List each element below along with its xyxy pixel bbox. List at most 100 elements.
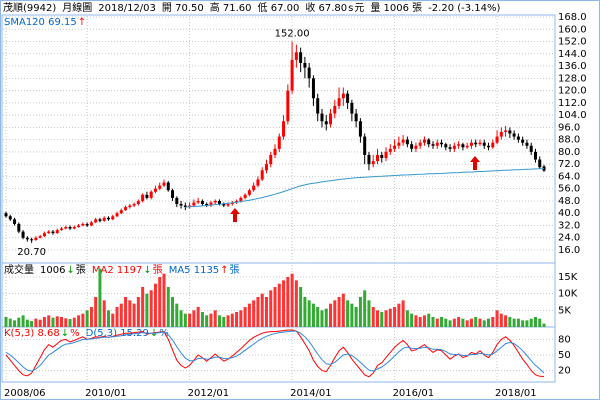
volume-bar	[363, 290, 367, 327]
header-part: %	[159, 328, 169, 339]
volume-bar	[307, 300, 311, 327]
volume-bar	[85, 310, 89, 327]
volume-bar	[320, 310, 324, 327]
volume-bar	[175, 303, 179, 327]
volume-bar	[252, 300, 256, 327]
volume-bar	[508, 317, 512, 327]
volume-bar	[153, 283, 157, 327]
candle-body	[269, 154, 273, 165]
candle-body	[393, 145, 397, 149]
candle-body	[273, 148, 277, 155]
volume-bar	[149, 290, 153, 327]
candle-body	[38, 236, 42, 238]
volume-bar	[282, 280, 286, 327]
volume-bar	[380, 312, 384, 327]
candle-body	[457, 144, 461, 146]
volume-bar	[469, 318, 473, 327]
volume-bar	[290, 273, 294, 327]
volume-bar	[38, 319, 42, 327]
candle-body	[320, 113, 324, 122]
y-tick-label: 128.0	[558, 73, 587, 84]
candle-body	[388, 148, 392, 152]
candle-body	[68, 227, 72, 229]
candle-body	[247, 190, 251, 195]
candle-body	[499, 131, 503, 137]
volume-bar	[431, 317, 435, 327]
candle-body	[205, 204, 209, 206]
candle-body	[542, 166, 546, 171]
volume-bar	[311, 303, 315, 327]
candle-body	[17, 223, 21, 232]
candle-body	[487, 145, 491, 148]
candle-body	[482, 142, 486, 146]
volume-bar	[235, 312, 239, 327]
volume-bar	[247, 303, 251, 327]
volume-bar	[341, 293, 345, 327]
volume-bar	[72, 317, 76, 327]
candle-body	[30, 239, 34, 241]
volume-bar	[218, 315, 221, 327]
header-part: D(5,3) 15.29	[86, 328, 149, 339]
volume-bar	[196, 307, 200, 327]
volume-bar	[132, 303, 136, 327]
candle-body	[375, 154, 379, 162]
y-tick-label: 120.0	[558, 86, 587, 97]
candle-body	[277, 136, 281, 149]
volume-bar	[452, 318, 456, 327]
volume-bar	[461, 318, 465, 327]
volume-bar	[329, 303, 333, 327]
volume-bar	[440, 317, 444, 327]
x-tick-label: 2014/01	[290, 388, 332, 399]
volume-bar	[299, 287, 303, 327]
candle-body	[303, 62, 307, 68]
volume-bar	[106, 310, 110, 327]
candle-body	[106, 217, 110, 220]
header-part: 開 70.50	[162, 2, 204, 14]
candle-body	[397, 142, 401, 146]
volume-bar	[354, 307, 358, 327]
volume-bar	[337, 297, 341, 327]
volume-bar	[21, 315, 25, 327]
candle-body	[8, 216, 12, 220]
candle-body	[452, 145, 456, 149]
candle-body	[149, 191, 153, 198]
candle-body	[102, 217, 106, 221]
y-tick-label: 56.0	[558, 184, 580, 195]
candle-body	[504, 130, 508, 132]
volume-bar	[388, 308, 392, 327]
volume-bar	[393, 307, 397, 327]
volume-bar	[98, 268, 102, 327]
volume-bar	[51, 317, 55, 327]
y-tick-label: 104.0	[558, 110, 587, 121]
candle-body	[183, 205, 187, 208]
candle-body	[89, 222, 93, 226]
volume-bar	[478, 318, 482, 327]
signal-arrow	[230, 208, 240, 222]
volume-bar	[60, 317, 64, 327]
candle-body	[384, 151, 388, 159]
candle-body	[213, 200, 217, 203]
candle-body	[290, 59, 294, 91]
candle-body	[333, 105, 337, 114]
candle-body	[461, 144, 465, 148]
candle-body	[124, 207, 128, 211]
volume-bar	[158, 277, 162, 327]
volume-bar	[89, 307, 93, 327]
candle-body	[98, 219, 102, 221]
candle-body	[222, 204, 226, 206]
volume-bar	[397, 303, 401, 327]
volume-bar	[8, 318, 12, 327]
volume-bar	[213, 310, 217, 327]
candle-body	[171, 190, 175, 198]
candle-body	[350, 102, 354, 114]
header-part: 量 1006 張	[370, 2, 422, 14]
volume-bar	[77, 315, 81, 327]
volume-bar	[183, 313, 187, 327]
candle-body	[341, 93, 345, 99]
volume-bar	[414, 315, 418, 327]
volume-bar	[504, 315, 508, 327]
volume-bar	[209, 313, 213, 327]
volume-bar	[418, 317, 422, 327]
candle-body	[55, 230, 59, 234]
candle-body	[136, 200, 140, 205]
